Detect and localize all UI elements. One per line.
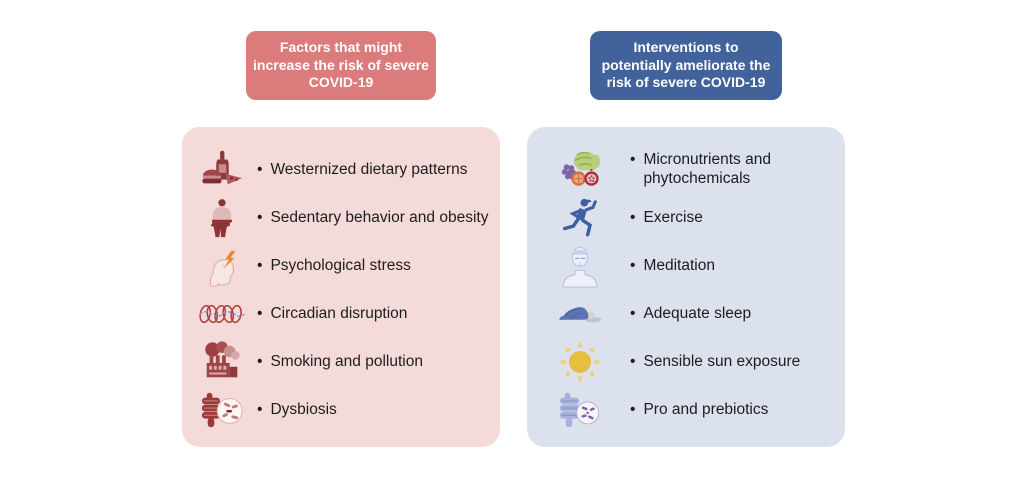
bullet: • <box>630 151 636 169</box>
intervention-item-label: Meditation <box>643 256 715 274</box>
list-item: • Dysbiosis <box>182 386 500 434</box>
list-item: • Psychological stress <box>182 242 500 290</box>
risk-item-label: Westernized dietary patterns <box>270 160 468 178</box>
stressed-head-lightning-icon <box>199 243 245 289</box>
bullet: • <box>630 304 636 322</box>
intervention-item-label: Sensible sun exposure <box>643 352 801 370</box>
list-item: • Exercise <box>527 194 845 242</box>
list-item: • Westernized dietary patterns <box>182 146 500 194</box>
bullet: • <box>257 352 263 370</box>
risk-item-label: Smoking and pollution <box>270 352 423 370</box>
bullet: • <box>630 256 636 274</box>
list-item: • Pro and prebiotics <box>527 386 845 434</box>
wine-fast-food-icon <box>199 147 245 193</box>
gut-dysbiosis-icon <box>199 387 245 433</box>
bullet: • <box>630 208 636 226</box>
bullet: • <box>257 208 263 226</box>
list-item: • Meditation <box>527 242 845 290</box>
running-person-icon <box>557 195 603 241</box>
intervention-item-label: Pro and prebiotics <box>643 400 769 418</box>
factory-smoke-icon <box>199 339 245 385</box>
bullet: • <box>257 400 263 418</box>
list-item: • Adequate sleep <box>527 290 845 338</box>
risk-item-label: Psychological stress <box>270 256 411 274</box>
intervention-header: Interventions to potentially ameliorate … <box>590 31 782 100</box>
bullet: • <box>257 304 263 322</box>
meditating-person-icon <box>557 243 603 289</box>
risk-panel: • Westernized dietary patterns • Sedenta… <box>182 127 500 447</box>
risk-header: Factors that might increase the risk of … <box>246 31 436 100</box>
bullet: • <box>630 352 636 370</box>
disrupted-rhythm-waves-icon <box>199 291 245 337</box>
gut-probiotics-icon <box>557 387 603 433</box>
risk-item-label: Dysbiosis <box>270 400 337 418</box>
intervention-item-label: Micronutrients and phytochemicals <box>643 151 771 187</box>
sleeping-person-icon <box>557 291 603 337</box>
risk-item-label: Circadian disruption <box>270 304 408 322</box>
risk-item-label: Sedentary behavior and obesity <box>270 208 489 226</box>
sun-icon <box>557 339 603 385</box>
bullet: • <box>257 160 263 178</box>
list-item: • Micronutrients and phytochemicals <box>527 146 845 194</box>
bullet: • <box>630 400 636 418</box>
intervention-panel: • Micronutrients and phytochemicals <box>527 127 845 447</box>
list-item: • Sedentary behavior and obesity <box>182 194 500 242</box>
list-item: • Circadian disruption <box>182 290 500 338</box>
list-item: • Sensible sun exposure <box>527 338 845 386</box>
bullet: • <box>257 256 263 274</box>
intervention-item-label: Adequate sleep <box>643 304 752 322</box>
list-item: • Smoking and pollution <box>182 338 500 386</box>
fruits-vegetables-icon <box>557 147 603 193</box>
obese-person-icon <box>199 195 245 241</box>
intervention-item-label: Exercise <box>643 208 703 226</box>
